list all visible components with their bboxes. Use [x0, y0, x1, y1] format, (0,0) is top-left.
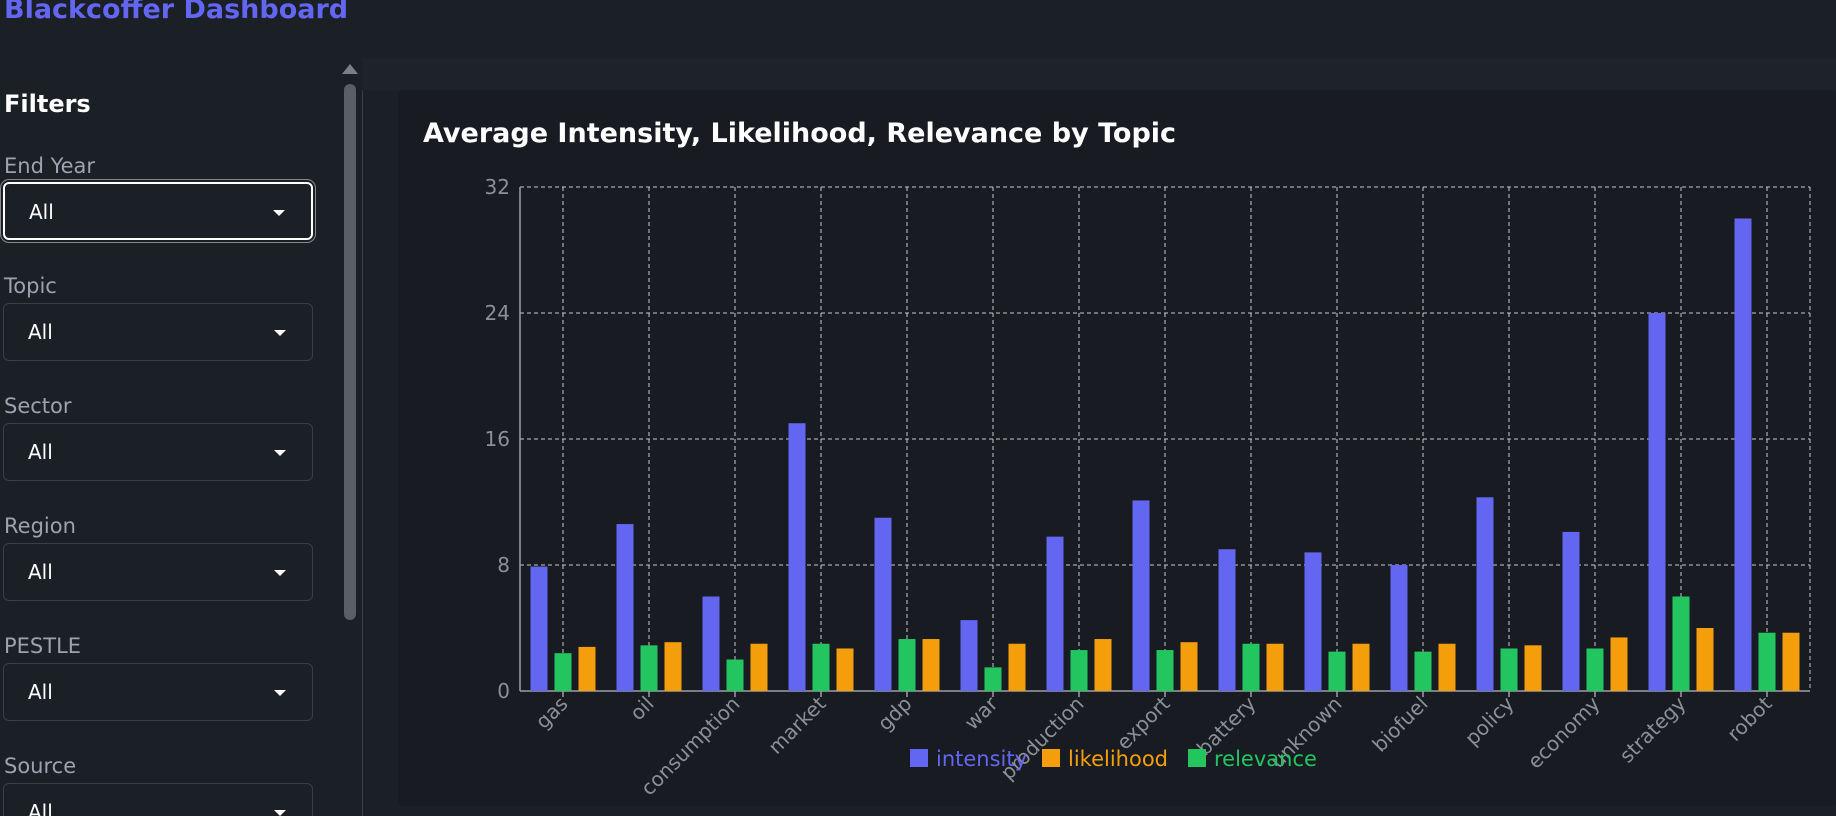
legend-swatch-likelihood — [1042, 749, 1060, 767]
y-tick-label: 32 — [485, 175, 510, 199]
bar-intensity — [1477, 497, 1494, 691]
legend-swatch-relevance — [1188, 749, 1206, 767]
bar-relevance — [1673, 597, 1690, 692]
bar-relevance — [727, 660, 744, 692]
bar-relevance — [555, 653, 572, 691]
legend-label-likelihood: likelihood — [1068, 747, 1168, 771]
bar-likelihood — [1439, 644, 1456, 691]
bar-relevance — [985, 667, 1002, 691]
bar-relevance — [1071, 650, 1088, 691]
bar-likelihood — [1009, 644, 1026, 691]
y-tick-label: 0 — [497, 679, 510, 703]
bar-likelihood — [1267, 644, 1284, 691]
chart-card: Average Intensity, Likelihood, Relevance… — [398, 90, 1836, 806]
bar-relevance — [899, 639, 916, 691]
bar-likelihood — [1181, 642, 1198, 691]
x-tick-label: oil — [625, 692, 658, 725]
bar-likelihood — [1525, 645, 1542, 691]
y-tick-label: 8 — [497, 553, 510, 577]
end-year-label: End Year — [4, 154, 95, 178]
bar-relevance — [1243, 644, 1260, 691]
topic-select[interactable]: All — [3, 303, 313, 361]
bar-intensity — [1391, 565, 1408, 691]
sector-select[interactable]: All — [3, 423, 313, 481]
bar-likelihood — [1783, 633, 1800, 691]
bar-relevance — [1329, 652, 1346, 691]
x-tick-label: export — [1112, 691, 1175, 754]
filters-sidebar: Filters End Year All Topic All Sector Al… — [0, 58, 363, 816]
bar-relevance — [1415, 652, 1432, 691]
bar-intensity — [1047, 537, 1064, 691]
pestle-select[interactable]: All — [3, 663, 313, 721]
source-select[interactable]: All — [3, 783, 313, 816]
sidebar-scrollbar-thumb[interactable] — [344, 84, 356, 620]
chevron-down-icon — [274, 450, 286, 456]
bar-intensity — [961, 620, 978, 691]
x-tick-label: robot — [1722, 691, 1776, 745]
bar-likelihood — [751, 644, 768, 691]
app-title: Blackcoffer Dashboard — [4, 0, 348, 25]
bar-intensity — [1735, 219, 1752, 692]
bar-likelihood — [579, 647, 596, 691]
chevron-down-icon — [274, 330, 286, 336]
sector-value: All — [28, 440, 53, 464]
bar-relevance — [1157, 650, 1174, 691]
bar-likelihood — [1611, 637, 1628, 691]
bar-likelihood — [1353, 644, 1370, 691]
bar-likelihood — [665, 642, 682, 691]
scroll-up-arrow-icon[interactable] — [342, 64, 358, 74]
bar-intensity — [531, 567, 548, 691]
end-year-value: All — [29, 200, 54, 224]
bar-relevance — [1587, 648, 1604, 691]
chevron-down-icon — [274, 570, 286, 576]
x-tick-label: strategy — [1615, 691, 1691, 767]
bar-likelihood — [1095, 639, 1112, 691]
x-tick-label: economy — [1523, 691, 1605, 773]
region-value: All — [28, 560, 53, 584]
filters-title: Filters — [4, 90, 91, 118]
bar-intensity — [1649, 313, 1666, 691]
end-year-select[interactable]: All — [3, 182, 313, 240]
pestle-value: All — [28, 680, 53, 704]
sector-label: Sector — [4, 394, 72, 418]
legend-label-relevance: relevance — [1214, 747, 1317, 771]
bar-relevance — [1501, 648, 1518, 691]
topic-value: All — [28, 320, 53, 344]
bar-likelihood — [1697, 628, 1714, 691]
content-header-strip — [362, 58, 1836, 90]
y-tick-label: 24 — [485, 301, 510, 325]
legend-label-intensity: intensity — [936, 747, 1027, 771]
bar-relevance — [1759, 633, 1776, 691]
pestle-label: PESTLE — [4, 634, 81, 658]
source-value: All — [28, 800, 53, 816]
bar-likelihood — [923, 639, 940, 691]
topic-label: Topic — [4, 274, 57, 298]
x-tick-label: market — [763, 691, 830, 758]
x-tick-label: biofuel — [1367, 692, 1432, 757]
bar-intensity — [617, 524, 634, 691]
x-tick-label: gas — [531, 692, 573, 734]
x-tick-label: gdp — [873, 692, 917, 736]
bar-relevance — [813, 644, 830, 691]
chevron-down-icon — [274, 810, 286, 816]
bar-intensity — [1219, 549, 1236, 691]
y-tick-label: 16 — [485, 427, 510, 451]
bar-intensity — [1305, 552, 1322, 691]
bar-intensity — [1133, 500, 1150, 691]
x-tick-label: policy — [1460, 691, 1519, 750]
bar-intensity — [1563, 532, 1580, 691]
x-tick-label: war — [960, 691, 1004, 735]
chevron-down-icon — [273, 210, 285, 216]
legend-swatch-intensity — [910, 749, 928, 767]
bar-likelihood — [837, 648, 854, 691]
bar-intensity — [703, 597, 720, 692]
region-select[interactable]: All — [3, 543, 313, 601]
source-label: Source — [4, 754, 76, 778]
region-label: Region — [4, 514, 76, 538]
chevron-down-icon — [274, 690, 286, 696]
bar-intensity — [875, 518, 892, 691]
bar-intensity — [789, 423, 806, 691]
bar-relevance — [641, 645, 658, 691]
